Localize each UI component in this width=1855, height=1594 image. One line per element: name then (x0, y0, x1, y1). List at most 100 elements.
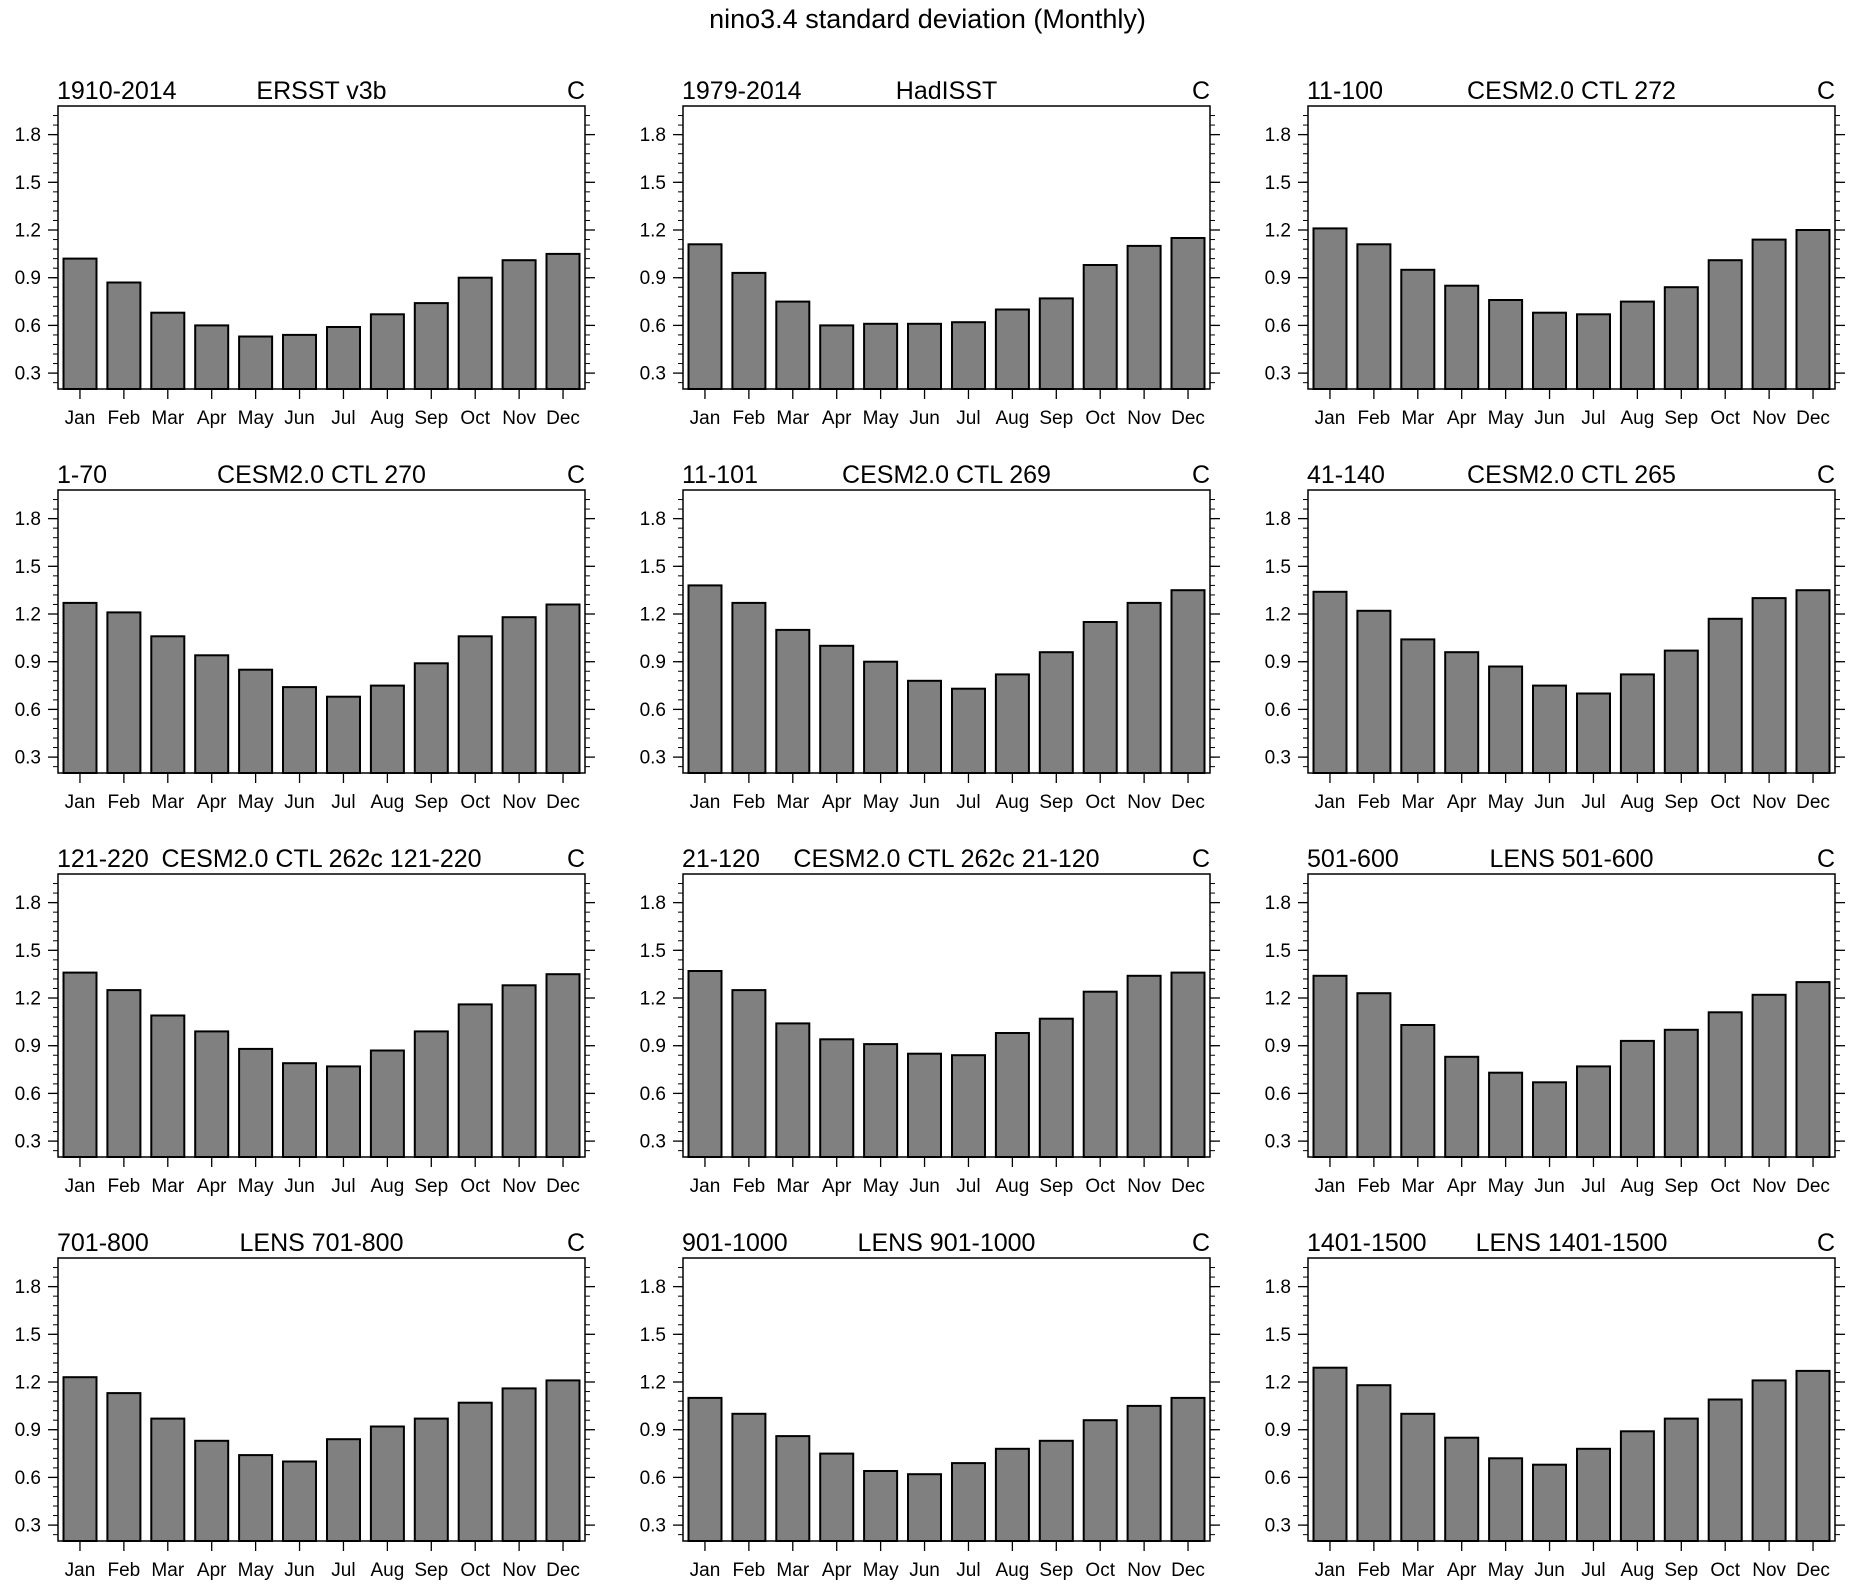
x-tick-label: Jul (1581, 1176, 1605, 1197)
bar-aug (994, 308, 1030, 390)
x-tick-label: Oct (460, 1560, 490, 1581)
x-tick-label: Sep (1664, 408, 1698, 429)
y-tick-label: 0.6 (640, 316, 666, 337)
panel-title: ERSST v3b (256, 77, 386, 105)
panel-units: C (1817, 1229, 1835, 1257)
y-tick-label: 1.2 (640, 605, 666, 626)
bar-feb (731, 601, 767, 775)
bar-oct (1707, 1398, 1743, 1542)
x-tick-label: Feb (108, 1176, 141, 1197)
bar-aug (369, 1049, 405, 1158)
chart-panel: 0.3 0.6 0.9 1.2 1.5 1.8 Jan Feb Mar Apr May Jun Jul A… (1265, 461, 1845, 813)
x-tick-label: Dec (1171, 1176, 1205, 1197)
x-tick-label: Jan (1315, 408, 1346, 429)
bar-jun (907, 679, 942, 774)
chart-panel: 0.3 0.6 0.9 1.2 1.5 1.8 Jan Feb Mar Apr May Jun Jul A… (15, 1229, 595, 1581)
plot-frame (1307, 105, 1836, 390)
y-tick-label: 1.5 (15, 941, 41, 962)
y-tick-label: 0.3 (15, 1132, 41, 1153)
panel-title: LENS 701-800 (239, 1229, 403, 1257)
bar-dec (545, 1379, 581, 1543)
y-tick-label: 0.6 (1265, 1084, 1291, 1105)
x-tick-label: Jul (331, 1176, 355, 1197)
x-tick-label: Feb (1358, 792, 1391, 813)
bar-apr (1444, 1436, 1480, 1542)
plot-frame (682, 105, 1211, 390)
x-tick-label: Sep (1664, 1560, 1698, 1581)
x-tick-label: Aug (1620, 1560, 1654, 1581)
panel-title: HadISST (896, 77, 997, 105)
x-tick-label: Jul (1581, 408, 1605, 429)
bar-jan (1312, 227, 1348, 390)
x-tick-label: Jun (284, 408, 315, 429)
bar-jun (907, 322, 942, 390)
bar-jul (951, 1462, 986, 1542)
y-tick-label: 1.5 (1265, 557, 1291, 578)
plot-frame (1307, 873, 1836, 1158)
bar-apr (194, 1439, 230, 1543)
panel-units: C (1817, 461, 1835, 489)
y-tick-label: 0.9 (640, 1036, 666, 1057)
bar-dec (1170, 589, 1206, 775)
bar-oct (1082, 264, 1118, 390)
x-tick-label: May (863, 1176, 899, 1197)
bar-jul (326, 695, 361, 775)
y-tick-label: 0.6 (1265, 1468, 1291, 1489)
panel-period: 1401-1500 (1307, 1229, 1427, 1257)
bar-jun (282, 686, 317, 774)
bar-jun (1532, 1463, 1567, 1542)
y-tick-label: 1.2 (640, 221, 666, 242)
bar-may (1488, 665, 1524, 774)
bar-apr (819, 644, 855, 774)
bar-dec (1795, 589, 1831, 775)
bar-jul (326, 326, 361, 390)
y-tick-label: 1.2 (15, 605, 41, 626)
bar-jan (62, 601, 98, 775)
x-tick-label: Jan (690, 1560, 721, 1581)
bar-nov (501, 1387, 537, 1543)
x-tick-label: Dec (546, 408, 580, 429)
bar-aug (369, 1425, 405, 1542)
bar-apr (1444, 1055, 1480, 1159)
x-tick-label: Oct (1085, 792, 1115, 813)
x-tick-label: Nov (1127, 408, 1161, 429)
x-tick-label: Oct (1085, 1176, 1115, 1197)
y-tick-label: 0.3 (1265, 364, 1291, 385)
y-tick-label: 0.9 (640, 1420, 666, 1441)
bar-nov (1751, 597, 1787, 774)
y-tick-label: 1.8 (1265, 125, 1291, 146)
x-tick-label: Mar (151, 408, 184, 429)
y-tick-label: 1.5 (15, 173, 41, 194)
x-tick-label: Nov (1752, 1176, 1786, 1197)
y-tick-label: 0.9 (15, 652, 41, 673)
chart-panel: 0.3 0.6 0.9 1.2 1.5 1.8 Jan Feb Mar Apr May Jun Jul A… (15, 77, 595, 429)
bar-nov (501, 616, 537, 775)
y-tick-label: 1.2 (640, 989, 666, 1010)
chart-panel: 0.3 0.6 0.9 1.2 1.5 1.8 Jan Feb Mar Apr May Jun Jul A… (1265, 77, 1845, 429)
bar-nov (1126, 974, 1162, 1158)
chart-panel: 0.3 0.6 0.9 1.2 1.5 1.8 Jan Feb Mar Apr May Jun Jul A… (640, 461, 1220, 813)
x-tick-label: Jul (331, 1560, 355, 1581)
y-tick-label: 0.9 (1265, 1036, 1291, 1057)
panel-period: 501-600 (1307, 845, 1399, 873)
bar-mar (775, 1022, 811, 1159)
x-tick-label: May (1488, 1560, 1524, 1581)
bar-feb (106, 1392, 142, 1542)
x-tick-label: Apr (822, 792, 852, 813)
x-tick-label: Mar (151, 1560, 184, 1581)
bar-feb (106, 989, 142, 1158)
x-tick-label: Jan (690, 408, 721, 429)
x-tick-label: May (238, 792, 274, 813)
x-tick-label: Aug (995, 1560, 1029, 1581)
x-tick-label: Aug (995, 792, 1029, 813)
y-tick-label: 1.5 (640, 557, 666, 578)
x-tick-label: Jul (1581, 1560, 1605, 1581)
y-tick-label: 0.3 (640, 364, 666, 385)
bar-nov (1126, 1404, 1162, 1543)
plot-frame (682, 489, 1211, 774)
plot-frame (57, 873, 586, 1158)
y-tick-label: 1.5 (640, 1325, 666, 1346)
bar-jul (326, 1438, 361, 1542)
bar-jun (907, 1052, 942, 1158)
x-tick-label: Jun (909, 408, 940, 429)
